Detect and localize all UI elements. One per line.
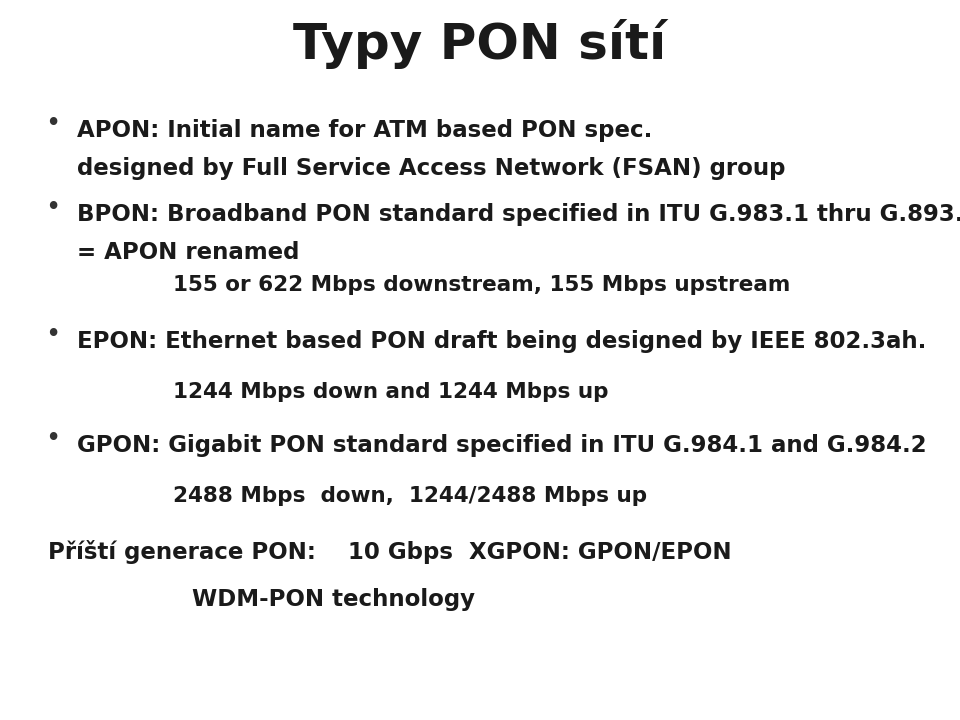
Text: •: • xyxy=(45,322,60,348)
Text: •: • xyxy=(45,194,60,220)
Text: 1244 Mbps down and 1244 Mbps up: 1244 Mbps down and 1244 Mbps up xyxy=(173,382,609,402)
Text: designed by Full Service Access Network (FSAN) group: designed by Full Service Access Network … xyxy=(77,157,785,180)
Text: 2488 Mbps  down,  1244/2488 Mbps up: 2488 Mbps down, 1244/2488 Mbps up xyxy=(173,485,647,505)
Text: = APON renamed: = APON renamed xyxy=(77,241,300,264)
Text: WWW.OPTONET.CZ: WWW.OPTONET.CZ xyxy=(19,688,180,702)
Text: Příští generace PON:    10 Gbps  XGPON: GPON/EPON: Příští generace PON: 10 Gbps XGPON: GPON… xyxy=(48,541,732,564)
Text: EPON: Ethernet based PON draft being designed by IEEE 802.3ah.: EPON: Ethernet based PON draft being des… xyxy=(77,330,926,353)
Text: APON: Initial name for ATM based PON spec.: APON: Initial name for ATM based PON spe… xyxy=(77,119,652,142)
Text: Typy PON sítí: Typy PON sítí xyxy=(294,19,666,68)
Text: •: • xyxy=(45,426,60,451)
Text: WWW.OPTOKON.COM: WWW.OPTOKON.COM xyxy=(756,688,941,702)
Text: GPON: Gigabit PON standard specified in ITU G.984.1 and G.984.2: GPON: Gigabit PON standard specified in … xyxy=(77,433,926,456)
Text: WDM-PON technology: WDM-PON technology xyxy=(192,588,475,611)
Text: BPON: Broadband PON standard specified in ITU G.983.1 thru G.893.7: BPON: Broadband PON standard specified i… xyxy=(77,203,960,226)
Text: •: • xyxy=(45,111,60,137)
Text: 155 or 622 Mbps downstream, 155 Mbps upstream: 155 or 622 Mbps downstream, 155 Mbps ups… xyxy=(173,274,790,294)
